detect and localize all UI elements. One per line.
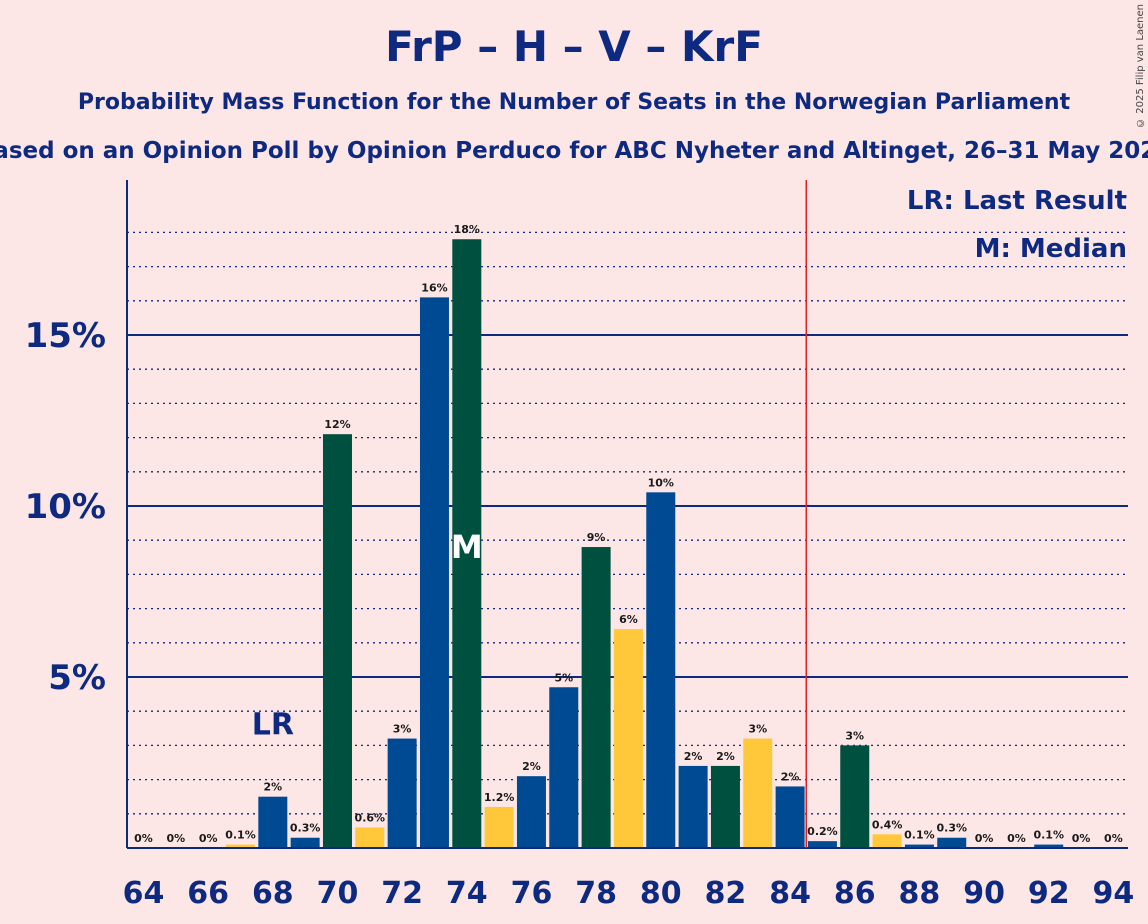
y-tick-label: 15% xyxy=(25,316,106,356)
chart-subtitle: Probability Mass Function for the Number… xyxy=(77,90,1071,115)
data-label-seat-72: 3% xyxy=(393,723,412,736)
median-marker: M xyxy=(451,528,483,566)
chart-source: Based on an Opinion Poll by Opinion Perd… xyxy=(0,138,1148,164)
bar-seat-86 xyxy=(840,745,870,848)
bar-seat-72 xyxy=(387,738,417,848)
data-label-seat-65: 0% xyxy=(166,832,185,845)
y-tick-label: 5% xyxy=(48,658,106,698)
chart-title: FrP – H – V – KrF xyxy=(385,22,763,71)
data-label-seat-91: 0% xyxy=(1007,832,1026,845)
data-label-seat-88: 0.1% xyxy=(904,829,935,842)
x-tick-label: 76 xyxy=(511,876,553,911)
x-tick-label: 78 xyxy=(575,876,617,911)
bar-seat-78 xyxy=(581,547,611,848)
data-label-seat-70: 12% xyxy=(324,418,350,431)
bar-seat-81 xyxy=(678,765,708,848)
x-tick-label: 70 xyxy=(317,876,359,911)
bar-seat-67 xyxy=(225,844,255,848)
data-label-seat-73: 16% xyxy=(421,281,447,294)
bar-seat-85 xyxy=(807,841,837,848)
legend-median: M: Median xyxy=(975,234,1127,264)
data-label-seat-92: 0.1% xyxy=(1033,829,1064,842)
data-label-seat-64: 0% xyxy=(134,832,153,845)
bar-seat-77 xyxy=(549,687,579,848)
data-label-seat-86: 3% xyxy=(845,729,864,742)
data-label-seat-78: 9% xyxy=(587,531,606,544)
data-label-seat-69: 0.3% xyxy=(290,822,321,835)
legend-last-result: LR: Last Result xyxy=(907,186,1127,216)
bar-seat-75 xyxy=(484,806,514,848)
bar-seat-89 xyxy=(937,837,967,848)
data-label-seat-83: 3% xyxy=(748,723,767,736)
bar-seat-69 xyxy=(290,837,320,848)
x-tick-label: 74 xyxy=(446,876,488,911)
x-tick-label: 80 xyxy=(640,876,682,911)
data-label-seat-93: 0% xyxy=(1072,832,1091,845)
x-tick-label: 72 xyxy=(381,876,423,911)
data-label-seat-75: 1.2% xyxy=(484,791,515,804)
bar-seat-73 xyxy=(419,297,449,848)
bar-seat-83 xyxy=(743,738,773,848)
x-tick-label: 94 xyxy=(1093,876,1135,911)
x-tick-label: 84 xyxy=(769,876,811,911)
bar-seat-84 xyxy=(775,786,805,848)
data-label-seat-90: 0% xyxy=(975,832,994,845)
data-label-seat-85: 0.2% xyxy=(807,825,838,838)
x-tick-label: 88 xyxy=(899,876,941,911)
x-tick-label: 82 xyxy=(705,876,747,911)
x-tick-label: 90 xyxy=(963,876,1005,911)
data-label-seat-76: 2% xyxy=(522,760,541,773)
x-tick-label: 92 xyxy=(1028,876,1070,911)
x-tick-label: 66 xyxy=(187,876,229,911)
data-label-seat-84: 2% xyxy=(781,770,800,783)
x-tick-label: 68 xyxy=(252,876,294,911)
data-label-seat-80: 10% xyxy=(648,476,674,489)
bars xyxy=(225,239,1064,849)
axes: 5% 10% 15% 64 66 68 70 72 74 76 78 80 82 84 86 88 90 92 94 xyxy=(25,180,1135,911)
data-label-seat-89: 0.3% xyxy=(936,822,967,835)
data-label-seat-74: 18% xyxy=(454,223,480,236)
data-label-seat-82: 2% xyxy=(716,750,735,763)
x-tick-label: 64 xyxy=(123,876,165,911)
data-labels: 0% 0% 0% 0.1% 2% 0.3% 12% 0.6% 3% 16% 18% 1.2% 2% 5% 9… xyxy=(134,223,1123,845)
data-label-seat-71: 0.6% xyxy=(355,811,386,824)
bar-seat-79 xyxy=(613,629,643,848)
data-label-seat-67: 0.1% xyxy=(225,829,256,842)
last-result-marker: LR xyxy=(252,708,294,743)
data-label-seat-68: 2% xyxy=(263,781,282,794)
bar-seat-68 xyxy=(258,796,288,848)
bar-seat-71 xyxy=(355,827,385,848)
bar-seat-80 xyxy=(646,492,676,848)
grid-lines xyxy=(127,231,1128,815)
bar-seat-88 xyxy=(904,844,934,848)
data-label-seat-66: 0% xyxy=(199,832,218,845)
bar-seat-87 xyxy=(872,834,902,848)
bar-seat-82 xyxy=(710,765,740,848)
y-tick-label: 10% xyxy=(25,487,106,527)
x-tick-label: 86 xyxy=(834,876,876,911)
data-label-seat-77: 5% xyxy=(554,671,573,684)
data-label-seat-87: 0.4% xyxy=(872,818,903,831)
bar-seat-70 xyxy=(322,434,352,848)
data-label-seat-94: 0% xyxy=(1104,832,1123,845)
data-label-seat-81: 2% xyxy=(684,750,703,763)
bar-seat-92 xyxy=(1034,844,1064,848)
bar-seat-74 xyxy=(452,239,482,849)
data-label-seat-79: 6% xyxy=(619,613,638,626)
bar-seat-76 xyxy=(516,776,546,848)
